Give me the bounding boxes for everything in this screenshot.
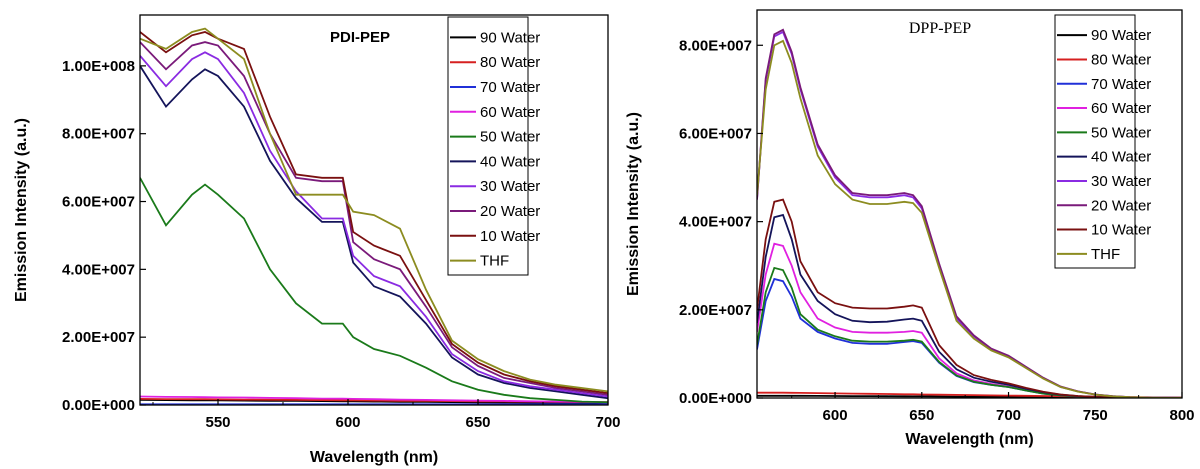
y-tick-label: 8.00E+007	[679, 37, 752, 54]
x-tick-label: 650	[465, 414, 490, 431]
legend-entry-4: 60 Water	[480, 104, 540, 121]
y-tick-label: 4.00E+007	[62, 261, 135, 278]
series-line-6	[140, 65, 608, 400]
series-line-10	[140, 27, 608, 393]
series-line-10	[757, 39, 1182, 398]
y-tick-label: 6.00E+007	[62, 194, 135, 211]
y-tick-label: 0.00E+000	[679, 390, 752, 407]
chart-title: DPP-PEP	[909, 20, 971, 37]
y-tick-label: 4.00E+007	[679, 214, 752, 231]
legend-entry-9: 10 Water	[480, 228, 540, 245]
y-axis-label: Emission Intensity (a.u.)	[625, 112, 642, 296]
x-tick-label: 700	[595, 414, 620, 431]
x-tick-label: 800	[1169, 407, 1194, 424]
x-axis-label: Wavelength (nm)	[905, 431, 1033, 448]
legend-entry-7: 30 Water	[1091, 173, 1151, 190]
x-tick-label: 600	[823, 407, 848, 424]
legend-entry-3: 70 Water	[480, 79, 540, 96]
plot-area	[140, 27, 608, 405]
legend: 90 Water 80 Water 70 Water 60 Water 50 Water…	[447, 16, 540, 276]
x-tick-label: 650	[909, 407, 934, 424]
legend-entry-5: 50 Water	[480, 129, 540, 146]
series-line-5	[140, 177, 608, 404]
series-line-9	[757, 198, 1182, 398]
legend-entry-10: THF	[480, 253, 509, 270]
y-tick-label: 6.00E+007	[679, 125, 752, 142]
legend: 90 Water 80 Water 70 Water 60 Water 50 Water…	[1054, 14, 1151, 269]
legend-entry-2: 80 Water	[480, 54, 540, 71]
legend-entry-5: 50 Water	[1091, 124, 1151, 141]
y-tick-label: 2.00E+007	[62, 329, 135, 346]
plot-area	[757, 28, 1182, 398]
legend-entry-1: 90 Water	[480, 29, 540, 46]
legend-box	[1054, 14, 1136, 269]
series-line-9	[140, 31, 608, 394]
y-tick-label: 8.00E+007	[62, 126, 135, 143]
chart-panel-2: 600 650 700 750 800 0.00E+000 2.00E+007 4.00E+0…	[625, 9, 1195, 448]
series-line-1	[140, 399, 608, 404]
legend-entry-8: 20 Water	[480, 203, 540, 220]
series-line-4	[140, 395, 608, 404]
chart-title: PDI-PEP	[330, 29, 390, 46]
x-axis-label: Wavelength (nm)	[310, 449, 438, 466]
legend-entry-1: 90 Water	[1091, 27, 1151, 44]
legend-entry-6: 40 Water	[1091, 149, 1151, 166]
legend-entry-9: 10 Water	[1091, 222, 1151, 239]
legend-entry-10: THF	[1091, 246, 1120, 263]
legend-entry-7: 30 Water	[480, 178, 540, 195]
x-tick-label: 600	[335, 414, 360, 431]
y-tick-label: 0.00E+000	[62, 397, 135, 414]
legend-entry-8: 20 Water	[1091, 197, 1151, 214]
x-tick-label: 750	[1083, 407, 1108, 424]
x-tick-label: 700	[996, 407, 1021, 424]
x-tick-label: 550	[205, 414, 230, 431]
y-tick-label: 1.00E+008	[62, 58, 135, 75]
y-tick-label: 2.00E+007	[679, 302, 752, 319]
plot-frame	[139, 14, 609, 406]
legend-entry-2: 80 Water	[1091, 51, 1151, 68]
legend-entry-4: 60 Water	[1091, 100, 1151, 117]
plot-frame	[756, 9, 1183, 399]
series-line-7	[140, 51, 608, 398]
legend-entry-3: 70 Water	[1091, 76, 1151, 93]
legend-entry-6: 40 Water	[480, 153, 540, 170]
chart-panel-1: 550 600 650 700 0.00E+000 2.00E+007 4.00E+007 6…	[13, 14, 621, 466]
legend-box	[447, 16, 529, 276]
series-line-8	[140, 41, 608, 396]
y-axis-label: Emission Intensity (a.u.)	[13, 118, 30, 302]
